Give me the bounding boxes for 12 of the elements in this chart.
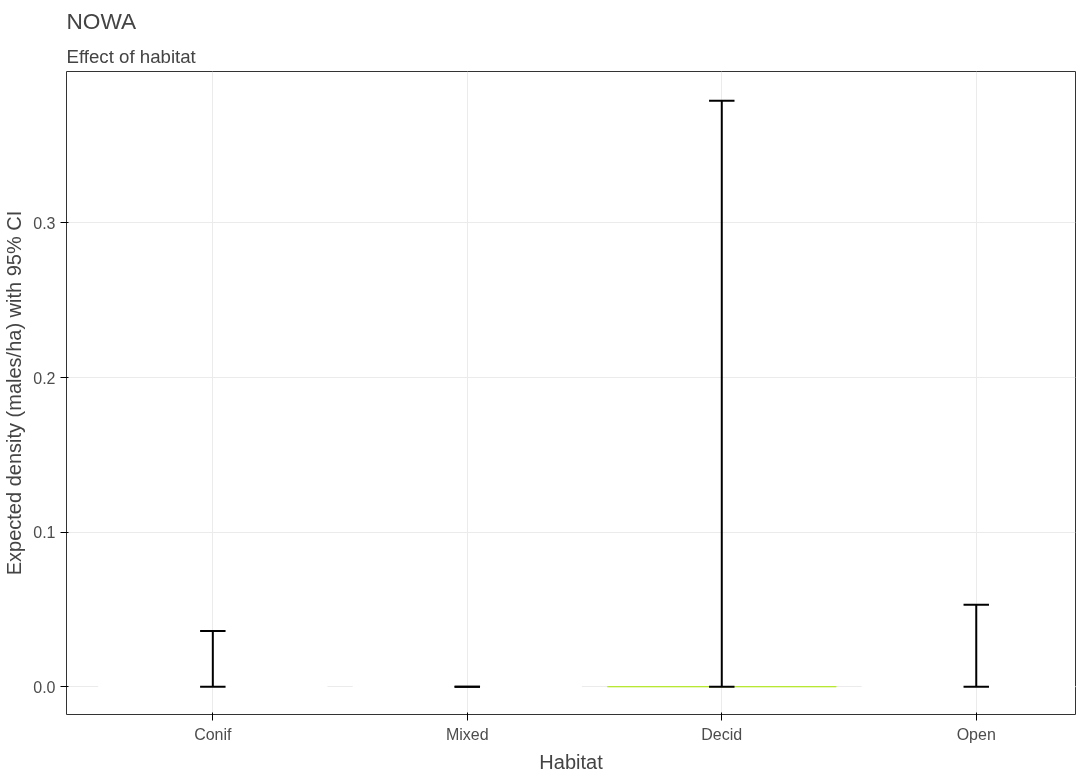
x-tick-label: Conif [194, 725, 233, 743]
y-tick-label: 0.1 [33, 524, 56, 542]
x-axis-title: Habitat [539, 750, 604, 773]
x-tick-label: Decid [701, 725, 743, 743]
chart-subtitle: Effect of habitat [66, 45, 197, 67]
y-axis-title: Expected density (males/ha) with 95% CI [3, 210, 26, 576]
y-tick-label: 0.0 [33, 678, 56, 696]
x-tick-label: Mixed [445, 725, 489, 743]
x-tick-label: Open [956, 725, 996, 743]
y-tick-label: 0.2 [33, 369, 56, 387]
chart-title: NOWA [66, 7, 138, 34]
y-tick-label: 0.3 [33, 214, 56, 232]
